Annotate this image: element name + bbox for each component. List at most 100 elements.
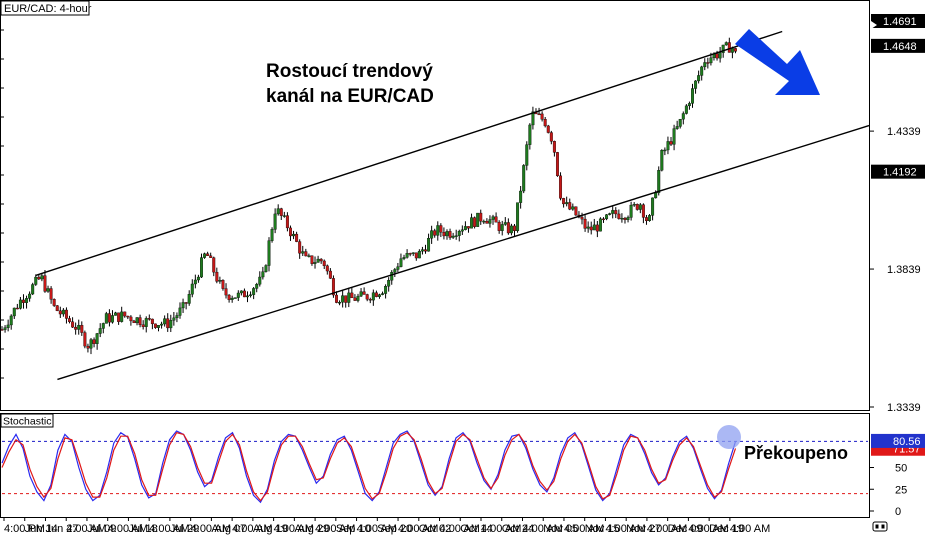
bullish-candle [451,235,455,238]
bullish-candle [144,318,148,327]
bullish-candle [200,257,203,278]
time-tick-label: 4:00 AM [647,523,687,535]
bullish-candle [18,299,22,309]
bullish-candle [571,206,575,210]
bullish-candle [694,80,698,89]
bullish-candle [218,280,222,282]
bearish-candle [117,312,121,322]
bullish-candle [175,315,179,319]
bullish-candle [399,258,403,267]
bullish-candle [420,249,424,252]
time-tick-label: Aug 19 [253,523,288,535]
bullish-candle [98,328,102,334]
bullish-candle [101,323,105,329]
bearish-candle [617,213,621,219]
stochastic-d-line [1,431,737,502]
bullish-candle [104,313,108,324]
bearish-candle [52,299,56,306]
bearish-candle [123,311,127,317]
stochastic-k-value: 80.56 [893,436,921,448]
bullish-candle [390,272,394,281]
bearish-candle [325,265,329,272]
time-tick-label: 4:00 AM [274,523,314,535]
bullish-candle [301,251,305,254]
bullish-candle [377,294,381,297]
stochastic-k-tag [871,433,925,448]
price-tick-label: 1.4339 [887,126,921,138]
bullish-candle [651,197,655,216]
time-tick-label: Oct 02 [419,523,451,535]
time-tick-label: Sep 20 [377,523,412,535]
bullish-candle [114,312,118,316]
bearish-candle [466,226,470,229]
bearish-candle [92,339,96,344]
bullish-candle [454,235,458,237]
bearish-candle [546,125,550,133]
time-tick-label: 4:00 PM [4,523,45,535]
bearish-candle [439,225,443,233]
bullish-candle [654,192,658,199]
bullish-candle [605,214,609,220]
bearish-candle [365,294,369,300]
bullish-candle [135,317,139,324]
bullish-candle [681,113,685,120]
bullish-candle [9,315,13,326]
bearish-candle [279,208,283,216]
bullish-candle [160,323,164,326]
bearish-candle [126,315,130,318]
time-tick-label: 4:00 AM [108,523,148,535]
bearish-candle [288,227,292,237]
price-tick-label: 1.3839 [887,264,921,276]
bullish-candle [405,253,409,258]
overbought-highlight [717,425,741,449]
bullish-candle [482,220,486,223]
bearish-candle [715,53,719,59]
bullish-candle [178,307,182,316]
bullish-candle [273,213,277,230]
time-tick-label: 4:00 AM [149,523,189,535]
bearish-candle [298,241,302,254]
bearish-candle [513,225,516,232]
bullish-candle [598,218,602,232]
bearish-candle [184,302,188,304]
bullish-candle [700,66,704,76]
scroll-arrows-icon[interactable] [872,521,888,532]
bearish-candle [537,113,541,116]
bearish-candle [669,141,673,145]
bullish-candle [163,318,167,325]
bullish-candle [249,294,253,296]
bearish-candle [22,299,25,303]
bullish-candle [402,257,406,259]
bearish-candle [433,230,437,236]
bullish-candle [233,297,237,299]
stochastic-label: Stochastic [3,416,51,428]
bearish-candle [494,216,498,223]
bearish-candle [574,206,578,216]
stochastic-k-line [1,430,737,504]
down-arrow-icon [735,29,820,95]
bearish-candle [331,278,335,296]
bearish-candle [0,329,4,331]
bearish-candle [58,310,62,315]
bearish-candle [442,232,446,237]
bearish-candle [49,288,53,300]
bearish-candle [295,233,299,242]
bullish-candle [629,204,633,218]
time-tick-label: 4:00 AM [66,523,106,535]
time-tick-label: 4:00 AM [730,523,770,535]
bearish-candle [141,324,145,327]
bullish-candle [470,217,474,229]
bearish-candle [107,313,111,323]
time-tick-label: 4:00 AM [605,523,645,535]
time-tick-label: Aug 07 [211,523,246,535]
stochastic-lines [1,430,737,504]
bullish-candle [338,302,342,304]
bullish-candle [313,262,317,264]
bearish-candle [580,216,584,220]
bullish-candle [31,284,35,295]
bullish-candle [592,224,596,231]
stochastic-panel-frame [0,413,870,518]
bullish-candle [61,309,65,315]
